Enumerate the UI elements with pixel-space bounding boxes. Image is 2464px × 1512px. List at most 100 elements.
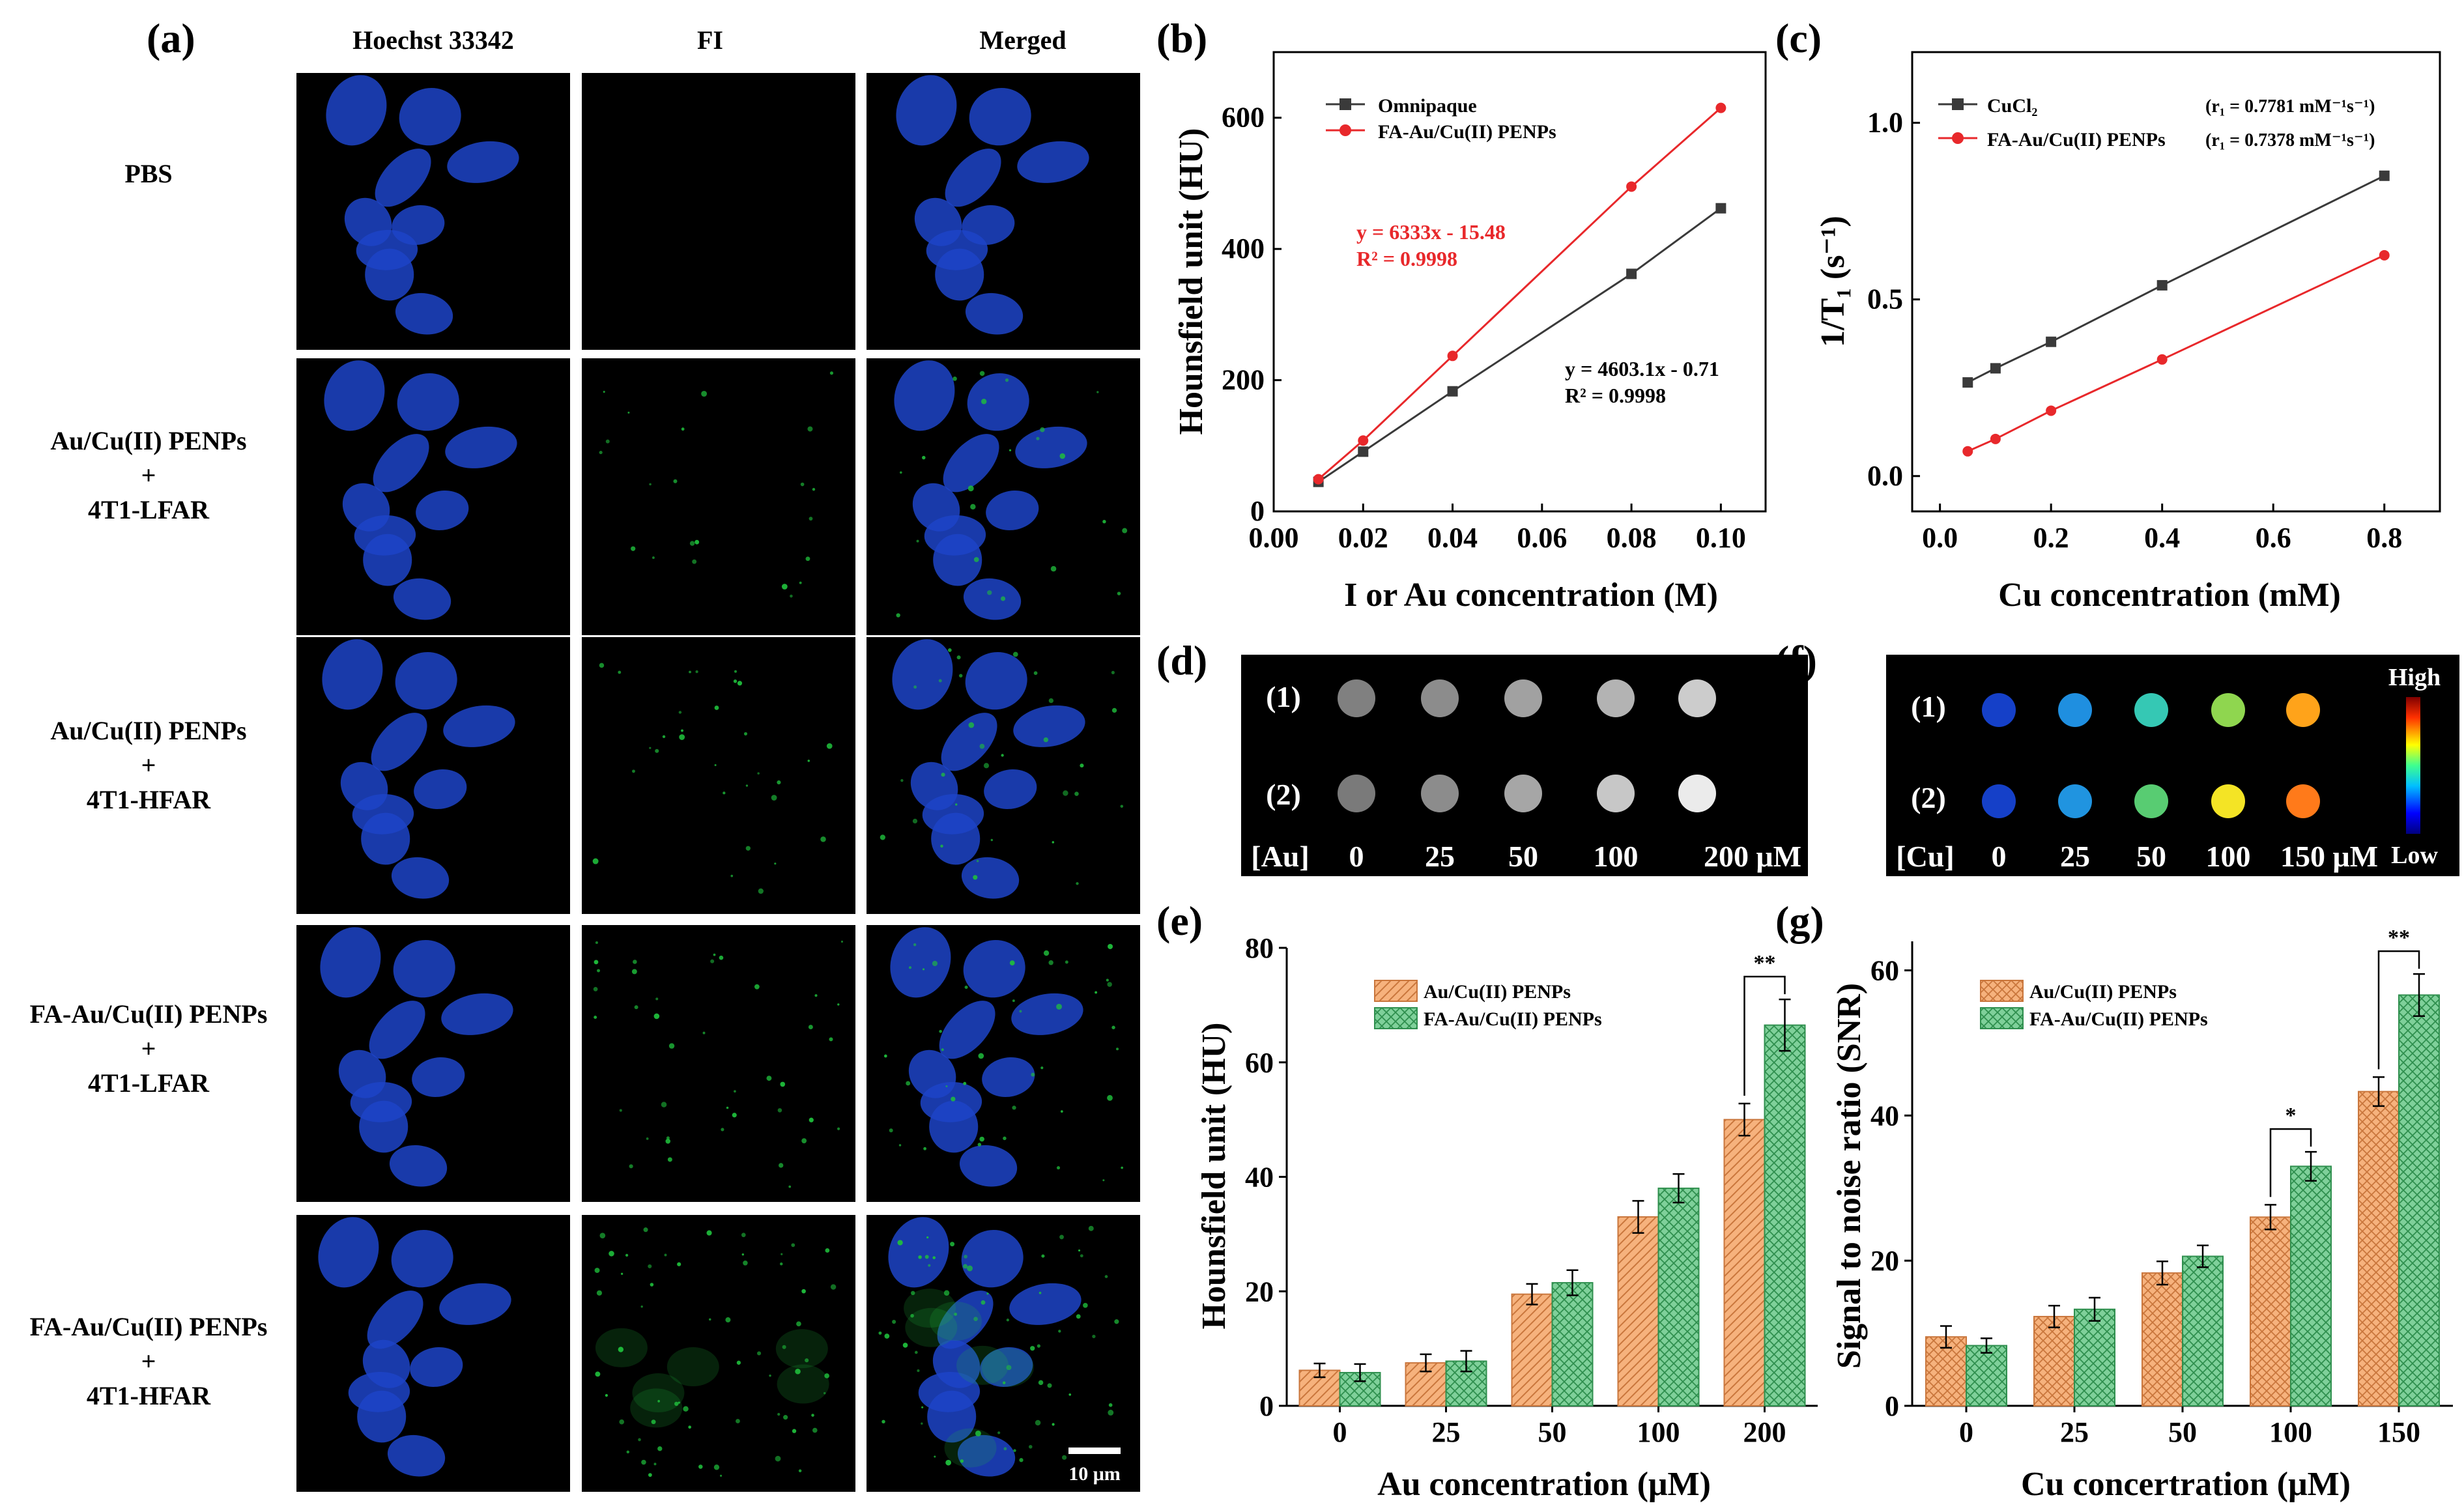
- fi-signal: [913, 685, 917, 689]
- fi-signal: [596, 1290, 603, 1296]
- fi-signal: [668, 1043, 675, 1049]
- fi-signal: [741, 1253, 745, 1256]
- x-tick-label: 0.6: [2256, 522, 2291, 554]
- fi-cytoplasm: [666, 1347, 719, 1387]
- fi-signal: [801, 1289, 806, 1294]
- data-point: [2046, 405, 2057, 416]
- fi-signal: [1009, 449, 1012, 451]
- fi-signal: [777, 1108, 782, 1113]
- nucleus: [371, 713, 427, 771]
- series-line-2: [1967, 254, 2385, 453]
- fi-cytoplasm: [595, 1328, 648, 1367]
- nucleus: [894, 360, 955, 431]
- fi-signal: [826, 743, 833, 749]
- data-point: [1447, 386, 1458, 397]
- x-tick-label: 200: [1743, 1416, 1786, 1448]
- bar: [1657, 1188, 1700, 1406]
- panel-a: (a) Hoechst 33342 FI Merged PBS Au/Cu(II…: [30, 15, 1140, 1492]
- y-tick-label: 400: [1222, 233, 1265, 264]
- fi-signal: [652, 556, 655, 559]
- microscopy-grid: [296, 73, 1140, 1492]
- fi-signal: [979, 743, 985, 749]
- bar: [2398, 994, 2440, 1407]
- panel-f: (f) (1) (2) [Cu] 0 25 50 100 150 μM High Low: [1775, 637, 2459, 876]
- svg-text:y = 6333x - 15.48: y = 6333x - 15.48: [1356, 220, 1506, 244]
- nucleus: [1017, 141, 1089, 183]
- nucleus: [393, 939, 455, 998]
- fi-signal: [1095, 991, 1098, 994]
- fi-signal: [1012, 999, 1015, 1003]
- fi-signal: [902, 1343, 908, 1348]
- panel-c: (c) 0.0 0.2 0.4 0.6 0.8 0.0 0.5 1.0 Cu concentr…: [1775, 15, 2441, 614]
- fi-signal: [796, 1321, 801, 1327]
- data-point: [1313, 474, 1324, 485]
- mr-value-label: 25: [2060, 840, 2090, 873]
- svg-text:+: +: [141, 1347, 156, 1376]
- row-label-5: FA-Au/Cu(II) PENPs + 4T1-HFAR: [30, 1312, 268, 1410]
- fi-signal: [618, 1347, 624, 1352]
- y-tick-label: 0.5: [1867, 283, 1903, 315]
- fi-signal: [941, 1048, 944, 1051]
- fi-signal: [629, 1164, 633, 1169]
- fi-signal: [1019, 1458, 1024, 1462]
- fi-signal: [757, 772, 760, 775]
- fi-signal: [1061, 1455, 1067, 1460]
- fi-signal: [599, 663, 605, 668]
- fi-signal: [721, 1128, 724, 1132]
- x-tick-label: 50: [1538, 1416, 1567, 1448]
- fi-signal: [1083, 1303, 1088, 1308]
- fi-signal: [840, 940, 844, 943]
- fi-signal: [941, 773, 945, 777]
- y-tick-label: 20: [1870, 1245, 1899, 1277]
- bar: [2250, 1216, 2291, 1406]
- fi-signal: [783, 1415, 788, 1420]
- fi-signal: [812, 488, 816, 491]
- nucleus: [890, 927, 951, 998]
- fi-signal: [1076, 882, 1079, 885]
- fi-signal: [956, 655, 961, 660]
- nucleus: [888, 1217, 949, 1288]
- fi-signal: [837, 1127, 840, 1130]
- ct-value-label: 0: [1349, 840, 1364, 873]
- fi-signal: [1035, 1419, 1041, 1426]
- data-point: [1358, 446, 1369, 457]
- fi-signal: [1037, 1344, 1040, 1348]
- nucleus: [395, 651, 457, 710]
- fi-signal: [913, 943, 917, 947]
- fi-signal: [758, 888, 764, 894]
- fi-signal: [677, 1262, 681, 1266]
- mr-values: 0 25 50 100 150 μM: [1992, 840, 2379, 873]
- fi-signal: [1040, 1066, 1044, 1070]
- nucleus: [914, 197, 962, 246]
- fi-signal: [657, 1400, 661, 1403]
- fi-cytoplasm: [777, 1364, 829, 1404]
- bar: [2358, 1091, 2400, 1407]
- micro-image-r5-c2: [582, 1215, 855, 1492]
- significance-label: **: [2388, 926, 2410, 950]
- x-tick-label: 0.02: [1338, 522, 1388, 554]
- legend-fa-au-cu-c: FA-Au/Cu(II) PENPs: [1987, 129, 2166, 150]
- fi-signal: [605, 439, 610, 444]
- panel-f-label: (f): [1775, 637, 1817, 683]
- fi-signal: [809, 517, 813, 521]
- chart-g-legend: Au/Cu(II) PENPs FA-Au/Cu(II) PENPs: [1980, 980, 2208, 1030]
- series-line-1: [1967, 175, 2385, 384]
- y-tick-label: 0: [1250, 495, 1265, 527]
- fi-signal: [1036, 436, 1040, 440]
- fi-signal: [799, 581, 802, 584]
- fi-signal: [1013, 1449, 1016, 1452]
- ct-value-label: 25: [1425, 840, 1455, 873]
- fi-signal: [1001, 596, 1006, 601]
- mr-axis-label: [Cu]: [1896, 840, 1954, 873]
- fi-signal: [619, 1109, 622, 1112]
- svg-text:4T1-LFAR: 4T1-LFAR: [88, 1068, 210, 1098]
- x-tick-label: 50: [2168, 1416, 2197, 1448]
- fi-signal: [775, 1455, 781, 1462]
- fi-signal: [1111, 670, 1115, 674]
- bar: [1511, 1293, 1553, 1407]
- fi-signal: [695, 670, 698, 674]
- fi-signal: [736, 1360, 741, 1365]
- nucleus: [320, 927, 381, 998]
- fi-signal: [1115, 1048, 1119, 1051]
- svg-text:y = 4603.1x - 0.71: y = 4603.1x - 0.71: [1565, 357, 1719, 380]
